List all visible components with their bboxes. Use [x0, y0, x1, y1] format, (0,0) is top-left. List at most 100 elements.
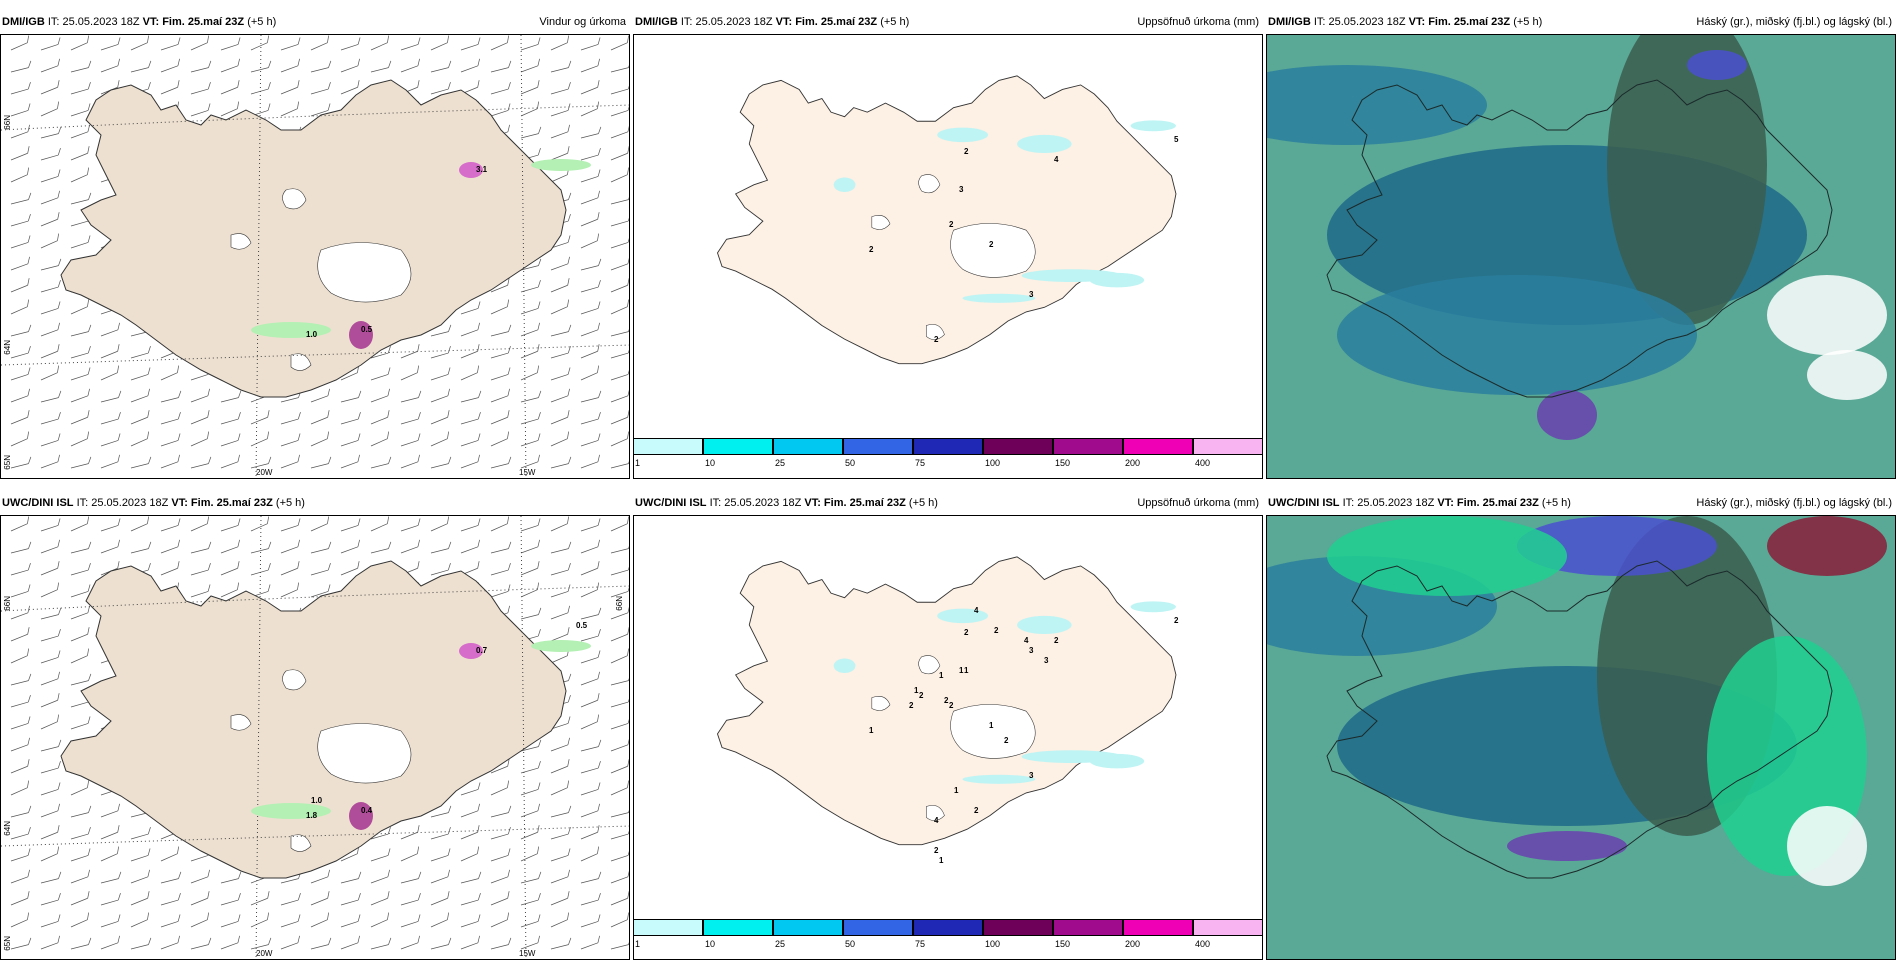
wind-barb [220, 893, 241, 906]
wind-barb [430, 324, 452, 337]
wind-barb [70, 82, 91, 95]
value-label: 2 [944, 696, 949, 705]
value-label: 1 [964, 666, 969, 675]
wind-barb [70, 848, 91, 862]
wind-barb [280, 539, 300, 554]
value-label: 2 [964, 628, 969, 637]
latitude-label: 66N [3, 115, 12, 130]
legend-swatch [773, 438, 843, 455]
cloud-area [1537, 390, 1597, 440]
precip-area [1130, 601, 1176, 613]
wind-barb [610, 192, 629, 205]
wind-barb [10, 214, 31, 227]
precip-area [531, 640, 591, 652]
wind-barb [370, 346, 391, 359]
wind-barb [610, 346, 629, 359]
glacier-outline [871, 215, 891, 230]
wind-barb [40, 433, 61, 447]
map-canvas [1, 35, 629, 478]
wind-barb [190, 563, 211, 576]
legend-swatch [633, 919, 703, 936]
forecast-offset: (+5 h) [275, 497, 305, 509]
wind-barb [520, 871, 542, 884]
forecast-offset: (+5 h) [880, 16, 910, 28]
wind-barb [400, 58, 420, 73]
value-label: 2 [994, 626, 999, 635]
legend-tick-label: 10 [705, 458, 716, 468]
wind-barb [70, 410, 90, 425]
wind-barb [550, 35, 570, 51]
wind-barb [460, 803, 480, 818]
wind-barb [610, 627, 629, 642]
wind-barb [100, 344, 120, 359]
wind-barb [520, 258, 542, 271]
glacier-outline [317, 242, 412, 303]
wind-barb [130, 60, 152, 73]
wind-barb [430, 35, 450, 51]
wind-barb [550, 848, 571, 862]
wind-barb [580, 846, 600, 862]
value-label: 1 [939, 671, 944, 680]
cloud-area [1687, 50, 1747, 80]
wind-barb [550, 456, 572, 469]
wind-barb [280, 412, 301, 425]
wind-barb [520, 37, 541, 51]
wind-barb [430, 937, 452, 950]
wind-barb [460, 539, 480, 554]
wind-barb [460, 454, 480, 469]
wind-barb [70, 827, 91, 840]
value-label: 0.5 [576, 621, 588, 630]
wind-barb [430, 60, 452, 73]
precip-area [349, 321, 373, 349]
wind-barb [130, 431, 150, 447]
wind-barb [580, 280, 601, 293]
wind-barb [40, 58, 60, 73]
longitude-label: 15W [519, 949, 536, 958]
wind-barb [40, 846, 60, 862]
wind-barb [220, 412, 241, 425]
map-frame: 0.7 0.4 1.8 0.5 1.0 66N 64N 65N 66N 20W 15W [0, 515, 630, 960]
wind-barb [550, 299, 570, 315]
wind-barb [550, 891, 570, 906]
wind-barb [610, 146, 629, 161]
wind-barb [490, 541, 512, 554]
wind-barb [100, 58, 120, 73]
wind-barb [520, 761, 541, 774]
wind-barb [520, 825, 540, 840]
wind-barb [370, 937, 392, 950]
wind-barb [10, 35, 30, 51]
wind-barb [550, 584, 571, 598]
wind-barb [520, 582, 540, 598]
valid-time-label: VT: [142, 16, 160, 28]
wind-barb [250, 82, 271, 95]
wind-barb [40, 101, 60, 117]
wind-barb [550, 869, 570, 884]
wind-barb [610, 648, 629, 664]
wind-barb [130, 541, 152, 554]
wind-barb [250, 410, 270, 425]
wind-barb [40, 739, 62, 752]
wind-barb [550, 124, 570, 139]
wind-barb [40, 782, 61, 796]
wind-barb [40, 518, 61, 532]
wind-barb [130, 456, 152, 469]
wind-barb [580, 871, 602, 884]
wind-barb [160, 893, 181, 906]
glacier-outline [282, 669, 307, 691]
wind-barb [490, 516, 510, 532]
wind-barb [40, 893, 61, 906]
wind-barb [310, 912, 330, 928]
wind-barb [100, 433, 121, 447]
panel-uwc-cloud: UWC/DINI ISL IT: 25.05.2023 18Z VT: Fim.… [1266, 493, 1896, 960]
wind-barb [310, 388, 330, 403]
wind-barb [40, 454, 60, 469]
wind-barb [430, 431, 450, 447]
wind-barb [520, 607, 542, 620]
wind-barb [610, 780, 629, 796]
wind-barb [610, 805, 629, 818]
wind-barb [490, 388, 510, 403]
wind-barb [10, 388, 30, 403]
panel-title: Uppsöfnuð úrkoma (mm) [1137, 497, 1259, 509]
wind-barb [550, 541, 572, 554]
